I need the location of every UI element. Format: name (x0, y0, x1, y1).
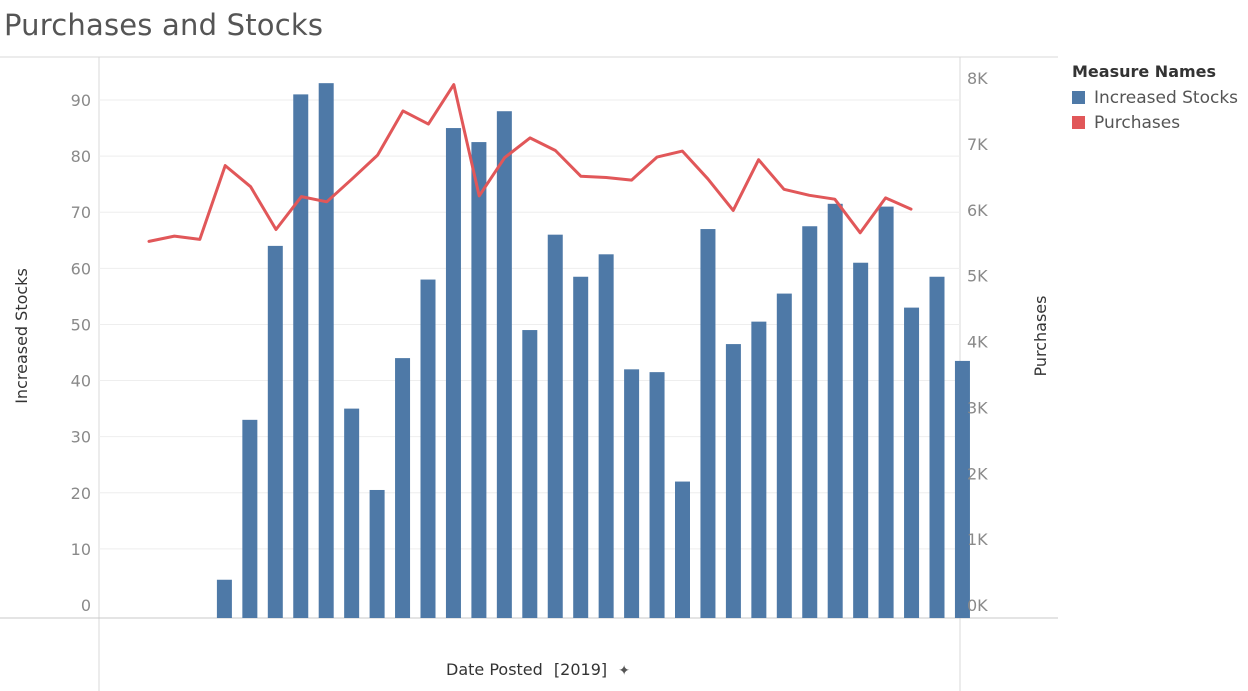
bar (522, 330, 538, 618)
bar (827, 203, 843, 619)
right-tick-label: 3K (967, 398, 988, 417)
left-axis-ticks: 0 10 20 30 40 50 60 70 80 90 (71, 91, 91, 615)
bar (395, 358, 411, 618)
legend-item-purchases[interactable]: Purchases (1072, 110, 1238, 135)
chart-title: Purchases and Stocks (4, 8, 324, 42)
bar (878, 206, 894, 618)
bar (369, 489, 385, 618)
bar (547, 234, 563, 618)
legend-label: Purchases (1094, 112, 1181, 133)
right-tick-label: 1K (967, 530, 988, 549)
bar (267, 245, 283, 618)
bar (496, 111, 512, 618)
left-tick-label: 0 (81, 596, 91, 615)
left-tick-label: 50 (71, 315, 91, 334)
bar (675, 481, 690, 618)
bar (802, 226, 818, 618)
purchases-line (147, 83, 913, 243)
line-series (147, 83, 913, 243)
left-tick-label: 20 (71, 484, 91, 503)
bar (649, 372, 665, 618)
right-axis-title: Purchases (1031, 296, 1050, 377)
right-tick-label: 6K (967, 201, 988, 220)
bar (293, 94, 309, 618)
legend-swatch-purchases (1072, 116, 1085, 129)
left-tick-label: 80 (71, 147, 91, 166)
right-tick-label: 0K (967, 596, 988, 615)
left-tick-label: 60 (71, 259, 91, 278)
left-tick-label: 70 (71, 203, 91, 222)
chart-svg: 0 10 20 30 40 50 60 70 80 90 0K 1K 2K 3K 4K 5K 6K 7K 8K I… (0, 56, 1058, 691)
left-tick-label: 40 (71, 372, 91, 391)
bar (344, 408, 360, 618)
bar (954, 360, 970, 618)
right-tick-label: 5K (967, 267, 988, 286)
bar (420, 279, 436, 618)
right-axis-ticks: 0K 1K 2K 3K 4K 5K 6K 7K 8K (967, 69, 988, 615)
bar (573, 276, 589, 618)
legend-swatch-increased-stocks (1072, 91, 1085, 104)
legend-item-increased-stocks[interactable]: Increased Stocks (1072, 85, 1238, 110)
bar (445, 128, 461, 619)
pin-icon[interactable]: ✦ (618, 663, 630, 679)
bar (624, 369, 640, 618)
bar (904, 307, 920, 618)
right-tick-label: 8K (967, 69, 988, 88)
x-axis-title-text: Date Posted (446, 660, 543, 679)
bar (929, 276, 945, 618)
right-tick-label: 7K (967, 135, 988, 154)
bar (318, 83, 334, 618)
bar (776, 293, 792, 618)
bar (751, 321, 767, 618)
right-tick-label: 4K (967, 333, 988, 352)
bar (216, 579, 232, 618)
legend-title: Measure Names (1072, 62, 1217, 81)
bar-series (216, 83, 970, 619)
bar (725, 344, 741, 618)
left-tick-label: 10 (71, 540, 91, 559)
bar (700, 229, 716, 619)
x-axis-filter: [2019] (553, 660, 608, 679)
legend-label: Increased Stocks (1094, 87, 1239, 108)
left-axis-title: Increased Stocks (12, 268, 31, 404)
bar (471, 142, 487, 619)
legend: Measure Names Increased Stocks Purchases (1072, 62, 1238, 135)
bar (853, 262, 869, 618)
x-axis-title[interactable]: Date Posted [2019] ✦ (446, 660, 630, 679)
bar (242, 419, 258, 618)
right-tick-label: 2K (967, 464, 988, 483)
bar (598, 254, 614, 619)
left-tick-label: 30 (71, 428, 91, 447)
left-tick-label: 90 (71, 91, 91, 110)
